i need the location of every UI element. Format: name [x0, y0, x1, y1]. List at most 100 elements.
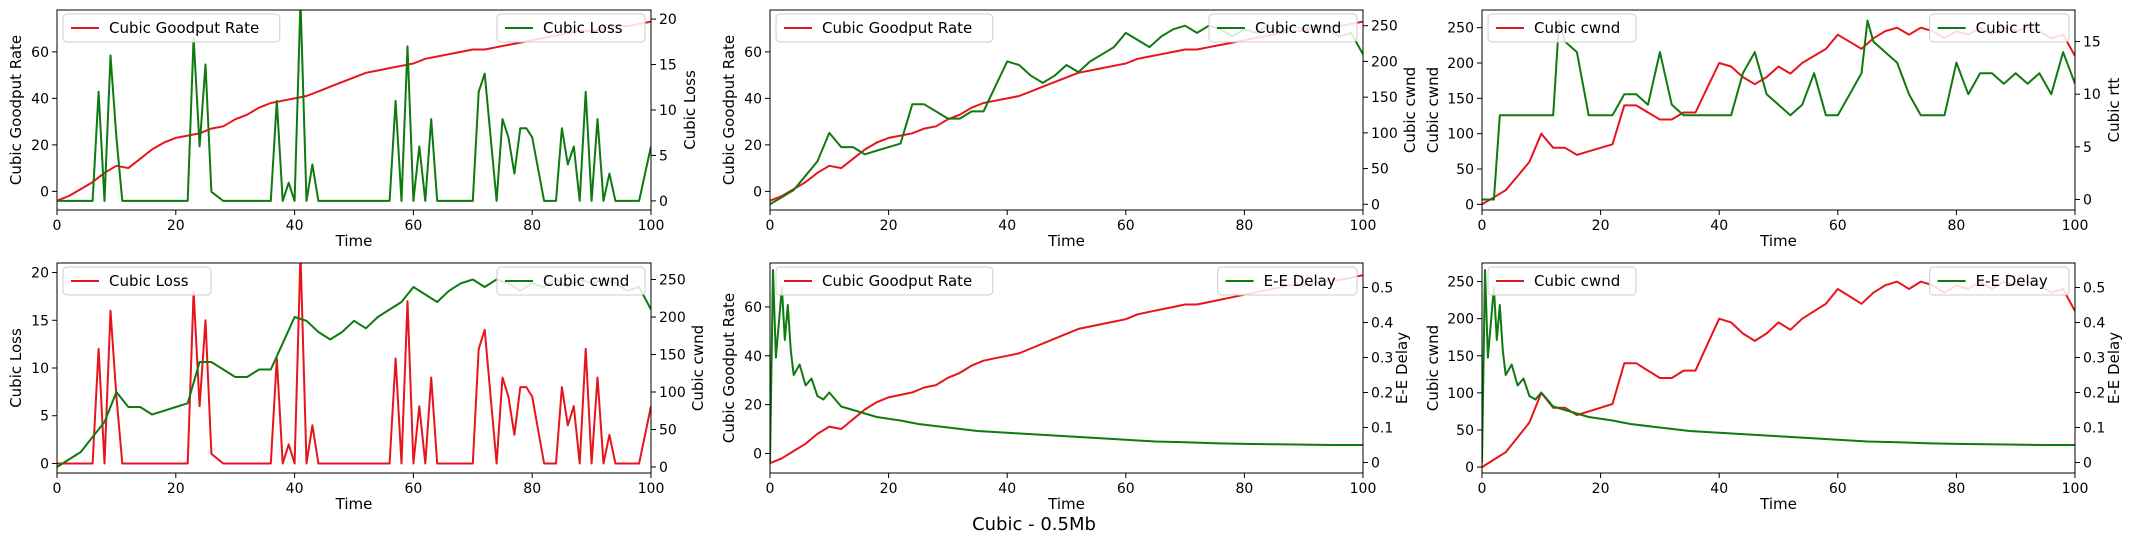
- legend-left: Cubic Loss: [62, 266, 212, 296]
- legend-box: [496, 13, 646, 43]
- right-y-tick-label: 15: [2083, 35, 2101, 51]
- subplot-5: 0 20 40 60 80 100 Time 0 20 40 60 0 0.1 0.2 0.3 0.4 0.5 C…: [720, 262, 1411, 513]
- right-y-tick-label: 0.3: [2083, 351, 2105, 367]
- x-tick-label: 80: [1947, 481, 1965, 497]
- legend-box: [775, 13, 994, 43]
- left-y-tick-label: 150: [1447, 349, 1474, 365]
- series-line-cwnd-right: [770, 24, 1363, 206]
- left-y-tick-label: 50: [1456, 423, 1474, 439]
- legend-box: [775, 266, 994, 296]
- left-y-tick-label: 0: [40, 184, 49, 200]
- legend-box: [1487, 266, 1637, 296]
- x-tick-label: 0: [1478, 218, 1487, 234]
- right-y-tick-label: 5: [2083, 140, 2092, 156]
- figure-suptitle: Cubic - 0.5Mb: [972, 514, 1096, 535]
- right-y-tick-label: 10: [659, 103, 677, 119]
- left-y-tick-label: 150: [1447, 91, 1474, 107]
- right-y-tick-label: 200: [1371, 54, 1398, 70]
- x-tick-label: 80: [523, 481, 541, 497]
- subplot-1: 0 20 40 60 80 100 Time 0 20 40 60 0 5 10 15 20 Cubic Goo…: [7, 9, 699, 250]
- x-tick-label: 20: [880, 218, 898, 234]
- x-tick-label: 40: [1710, 218, 1728, 234]
- right-y-tick-label: 250: [659, 273, 686, 289]
- left-y-axis-label: Cubic cwnd: [1424, 67, 1442, 153]
- series-line-delay-right: [770, 269, 1363, 463]
- right-y-tick-label: 150: [1371, 90, 1398, 106]
- x-tick-label: 60: [1829, 481, 1847, 497]
- right-y-tick-label: 0.5: [2083, 281, 2105, 297]
- right-y-tick-label: 0: [1371, 197, 1380, 213]
- plot-frame: [769, 9, 1364, 211]
- left-y-axis-label: Cubic Goodput Rate: [720, 35, 738, 185]
- x-tick-label: 100: [638, 218, 665, 234]
- x-tick-label: 60: [404, 218, 422, 234]
- legend-left: Cubic cwnd: [1487, 266, 1637, 296]
- left-y-tick-label: 200: [1447, 56, 1474, 72]
- x-tick-label: 100: [1350, 481, 1377, 497]
- right-y-tick-label: 0.4: [1371, 316, 1393, 332]
- x-tick-label: 100: [2062, 481, 2089, 497]
- x-tick-label: 0: [53, 481, 62, 497]
- left-y-tick-label: 20: [744, 138, 762, 154]
- left-y-tick-label: 60: [744, 45, 762, 61]
- left-y-tick-label: 0: [1465, 197, 1474, 213]
- legend-left: Cubic Goodput Rate: [775, 266, 994, 296]
- left-y-tick-label: 0: [753, 184, 762, 200]
- left-y-tick-label: 15: [31, 313, 49, 329]
- right-y-tick-label: 100: [659, 385, 686, 401]
- x-tick-label: 20: [1592, 481, 1610, 497]
- left-y-tick-label: 20: [31, 266, 49, 282]
- subplot-2: 0 20 40 60 80 100 Time 0 20 40 60 0 50 100 150 200 250 Cu…: [720, 9, 1419, 250]
- right-y-axis-label: Cubic Loss: [681, 70, 699, 150]
- legend-label: Cubic rtt: [1976, 19, 2041, 37]
- x-tick-label: 80: [1947, 218, 1965, 234]
- left-y-tick-label: 100: [1447, 386, 1474, 402]
- series-line-delay-right: [1482, 269, 2075, 463]
- x-tick-label: 20: [1592, 218, 1610, 234]
- x-tick-label: 80: [523, 218, 541, 234]
- x-tick-label: 20: [880, 481, 898, 497]
- left-y-axis-label: Cubic Goodput Rate: [7, 35, 25, 185]
- x-axis-label: Time: [335, 232, 373, 250]
- x-axis-label: Time: [1047, 232, 1085, 250]
- x-tick-label: 40: [286, 218, 304, 234]
- left-y-tick-label: 40: [31, 91, 49, 107]
- x-tick-label: 0: [53, 218, 62, 234]
- right-y-tick-label: 0: [2083, 456, 2092, 472]
- right-y-tick-label: 0: [659, 460, 668, 476]
- right-y-tick-label: 0: [2083, 192, 2092, 208]
- legend-label: E-E Delay: [1976, 272, 2048, 290]
- right-y-tick-label: 0: [659, 194, 668, 210]
- left-y-tick-label: 100: [1447, 127, 1474, 143]
- right-y-tick-label: 0.1: [1371, 421, 1393, 437]
- plot-frame: [769, 262, 1364, 474]
- legend-box: [1208, 13, 1358, 43]
- legend-label: Cubic Goodput Rate: [822, 19, 972, 37]
- right-y-tick-label: 100: [1371, 126, 1398, 142]
- series-line-goodput-left: [770, 20, 1363, 202]
- series-line-cwnd-left: [1482, 26, 2075, 206]
- left-y-tick-label: 0: [1465, 460, 1474, 476]
- legend-label: Cubic Goodput Rate: [109, 19, 259, 37]
- right-y-axis-label: E-E Delay: [1393, 332, 1411, 404]
- legend-right: Cubic cwnd: [1208, 13, 1358, 43]
- legend-label: Cubic cwnd: [1534, 272, 1620, 290]
- legend-label: Cubic Loss: [109, 272, 189, 290]
- series-line-goodput-left: [57, 20, 651, 202]
- x-axis-label: Time: [1759, 495, 1797, 513]
- right-y-tick-label: 0.5: [1371, 281, 1393, 297]
- x-tick-label: 100: [638, 481, 665, 497]
- right-y-axis-label: E-E Delay: [2105, 332, 2123, 404]
- legend-box: [1929, 13, 2070, 43]
- right-y-tick-label: 10: [2083, 87, 2101, 103]
- left-y-tick-label: 60: [744, 300, 762, 316]
- right-y-tick-label: 50: [659, 423, 677, 439]
- left-y-tick-label: 0: [40, 456, 49, 472]
- x-tick-label: 60: [1117, 218, 1135, 234]
- legend-label: Cubic cwnd: [1255, 19, 1341, 37]
- left-y-tick-label: 60: [31, 45, 49, 61]
- subplot-4: 0 20 40 60 80 100Time05101520050100150200250C…: [7, 262, 707, 513]
- left-y-tick-label: 50: [1456, 162, 1474, 178]
- series-line-loss-left: [57, 263, 651, 465]
- legend-left: Cubic Goodput Rate: [775, 13, 994, 43]
